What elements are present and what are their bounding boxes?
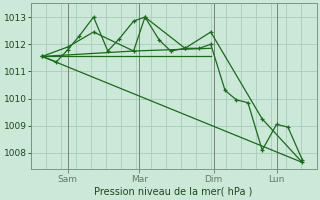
X-axis label: Pression niveau de la mer( hPa ): Pression niveau de la mer( hPa ) (94, 187, 253, 197)
